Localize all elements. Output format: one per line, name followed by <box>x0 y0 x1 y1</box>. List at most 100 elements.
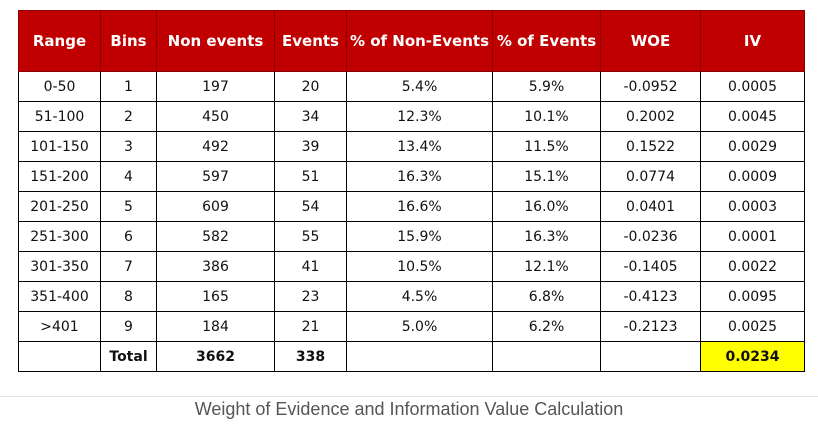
cell-woe: 0.0774 <box>600 161 701 192</box>
cell-events: 39 <box>274 131 347 162</box>
cell-events: 54 <box>274 191 347 222</box>
cell-events: 23 <box>274 281 347 312</box>
cell-range: 301-350 <box>18 251 101 282</box>
cell-iv: 0.0003 <box>700 191 805 222</box>
cell-non-events: 165 <box>156 281 275 312</box>
total-label: Total <box>100 341 157 372</box>
cell-range: >401 <box>18 311 101 342</box>
cell-non-events: 450 <box>156 101 275 132</box>
caption-divider <box>0 396 818 397</box>
cell-pct-non-events: 5.4% <box>346 71 493 102</box>
cell-bin: 6 <box>100 221 157 252</box>
total-woe-cell <box>600 341 701 372</box>
cell-events: 20 <box>274 71 347 102</box>
table-row: 101-150 3 492 39 13.4% 11.5% 0.1522 0.0029 <box>18 131 805 162</box>
cell-range: 151-200 <box>18 161 101 192</box>
cell-range: 201-250 <box>18 191 101 222</box>
header-events: Events <box>274 10 347 72</box>
cell-non-events: 386 <box>156 251 275 282</box>
cell-pct-non-events: 13.4% <box>346 131 493 162</box>
cell-pct-events: 16.3% <box>492 221 601 252</box>
table-body: 0-50 1 197 20 5.4% 5.9% -0.0952 0.0005 51-100 2 45… <box>18 71 805 372</box>
cell-events: 21 <box>274 311 347 342</box>
cell-pct-events: 6.8% <box>492 281 601 312</box>
cell-pct-events: 16.0% <box>492 191 601 222</box>
cell-iv: 0.0045 <box>700 101 805 132</box>
table-row: 351-400 8 165 23 4.5% 6.8% -0.4123 0.0095 <box>18 281 805 312</box>
cell-bin: 5 <box>100 191 157 222</box>
cell-pct-events: 10.1% <box>492 101 601 132</box>
woe-iv-table: Range Bins Non events Events % of Non-Ev… <box>18 10 805 372</box>
cell-non-events: 197 <box>156 71 275 102</box>
table-row: >401 9 184 21 5.0% 6.2% -0.2123 0.0025 <box>18 311 805 342</box>
cell-events: 41 <box>274 251 347 282</box>
cell-woe: 0.1522 <box>600 131 701 162</box>
total-non-events: 3662 <box>156 341 275 372</box>
cell-pct-events: 5.9% <box>492 71 601 102</box>
cell-pct-non-events: 12.3% <box>346 101 493 132</box>
cell-range: 351-400 <box>18 281 101 312</box>
header-row: Range Bins Non events Events % of Non-Ev… <box>18 10 805 72</box>
cell-iv: 0.0022 <box>700 251 805 282</box>
table-row: 301-350 7 386 41 10.5% 12.1% -0.1405 0.0022 <box>18 251 805 282</box>
cell-non-events: 184 <box>156 311 275 342</box>
header-non-events: Non events <box>156 10 275 72</box>
header-bins: Bins <box>100 10 157 72</box>
table-row: 201-250 5 609 54 16.6% 16.0% 0.0401 0.0003 <box>18 191 805 222</box>
cell-iv: 0.0095 <box>700 281 805 312</box>
cell-range: 0-50 <box>18 71 101 102</box>
cell-woe: 0.2002 <box>600 101 701 132</box>
header-pct-non-events: % of Non-Events <box>346 10 493 72</box>
cell-pct-non-events: 16.6% <box>346 191 493 222</box>
table-row: 151-200 4 597 51 16.3% 15.1% 0.0774 0.0009 <box>18 161 805 192</box>
cell-woe: 0.0401 <box>600 191 701 222</box>
total-pct-events-cell <box>492 341 601 372</box>
cell-bin: 8 <box>100 281 157 312</box>
total-pct-non-events-cell <box>346 341 493 372</box>
cell-woe: -0.2123 <box>600 311 701 342</box>
cell-range: 101-150 <box>18 131 101 162</box>
cell-events: 55 <box>274 221 347 252</box>
total-range-cell <box>18 341 101 372</box>
cell-pct-non-events: 15.9% <box>346 221 493 252</box>
cell-events: 34 <box>274 101 347 132</box>
cell-non-events: 492 <box>156 131 275 162</box>
table-row: 0-50 1 197 20 5.4% 5.9% -0.0952 0.0005 <box>18 71 805 102</box>
cell-iv: 0.0005 <box>700 71 805 102</box>
total-events: 338 <box>274 341 347 372</box>
table-row: 51-100 2 450 34 12.3% 10.1% 0.2002 0.0045 <box>18 101 805 132</box>
cell-iv: 0.0001 <box>700 221 805 252</box>
cell-pct-non-events: 16.3% <box>346 161 493 192</box>
cell-non-events: 609 <box>156 191 275 222</box>
cell-pct-events: 15.1% <box>492 161 601 192</box>
total-iv: 0.0234 <box>700 341 805 372</box>
cell-woe: -0.4123 <box>600 281 701 312</box>
header-pct-events: % of Events <box>492 10 601 72</box>
woe-iv-table-container: Range Bins Non events Events % of Non-Ev… <box>18 10 805 372</box>
cell-pct-non-events: 5.0% <box>346 311 493 342</box>
total-row: Total 3662 338 0.0234 <box>18 341 805 372</box>
table-row: 251-300 6 582 55 15.9% 16.3% -0.0236 0.0001 <box>18 221 805 252</box>
cell-range: 51-100 <box>18 101 101 132</box>
cell-bin: 7 <box>100 251 157 282</box>
cell-pct-non-events: 10.5% <box>346 251 493 282</box>
cell-range: 251-300 <box>18 221 101 252</box>
cell-bin: 1 <box>100 71 157 102</box>
cell-bin: 4 <box>100 161 157 192</box>
cell-bin: 3 <box>100 131 157 162</box>
cell-woe: -0.1405 <box>600 251 701 282</box>
cell-iv: 0.0029 <box>700 131 805 162</box>
cell-pct-non-events: 4.5% <box>346 281 493 312</box>
cell-non-events: 582 <box>156 221 275 252</box>
cell-pct-events: 6.2% <box>492 311 601 342</box>
cell-woe: -0.0952 <box>600 71 701 102</box>
cell-bin: 2 <box>100 101 157 132</box>
header-range: Range <box>18 10 101 72</box>
cell-iv: 0.0025 <box>700 311 805 342</box>
header-woe: WOE <box>600 10 701 72</box>
cell-pct-events: 11.5% <box>492 131 601 162</box>
cell-bin: 9 <box>100 311 157 342</box>
cell-iv: 0.0009 <box>700 161 805 192</box>
cell-events: 51 <box>274 161 347 192</box>
header-iv: IV <box>700 10 805 72</box>
